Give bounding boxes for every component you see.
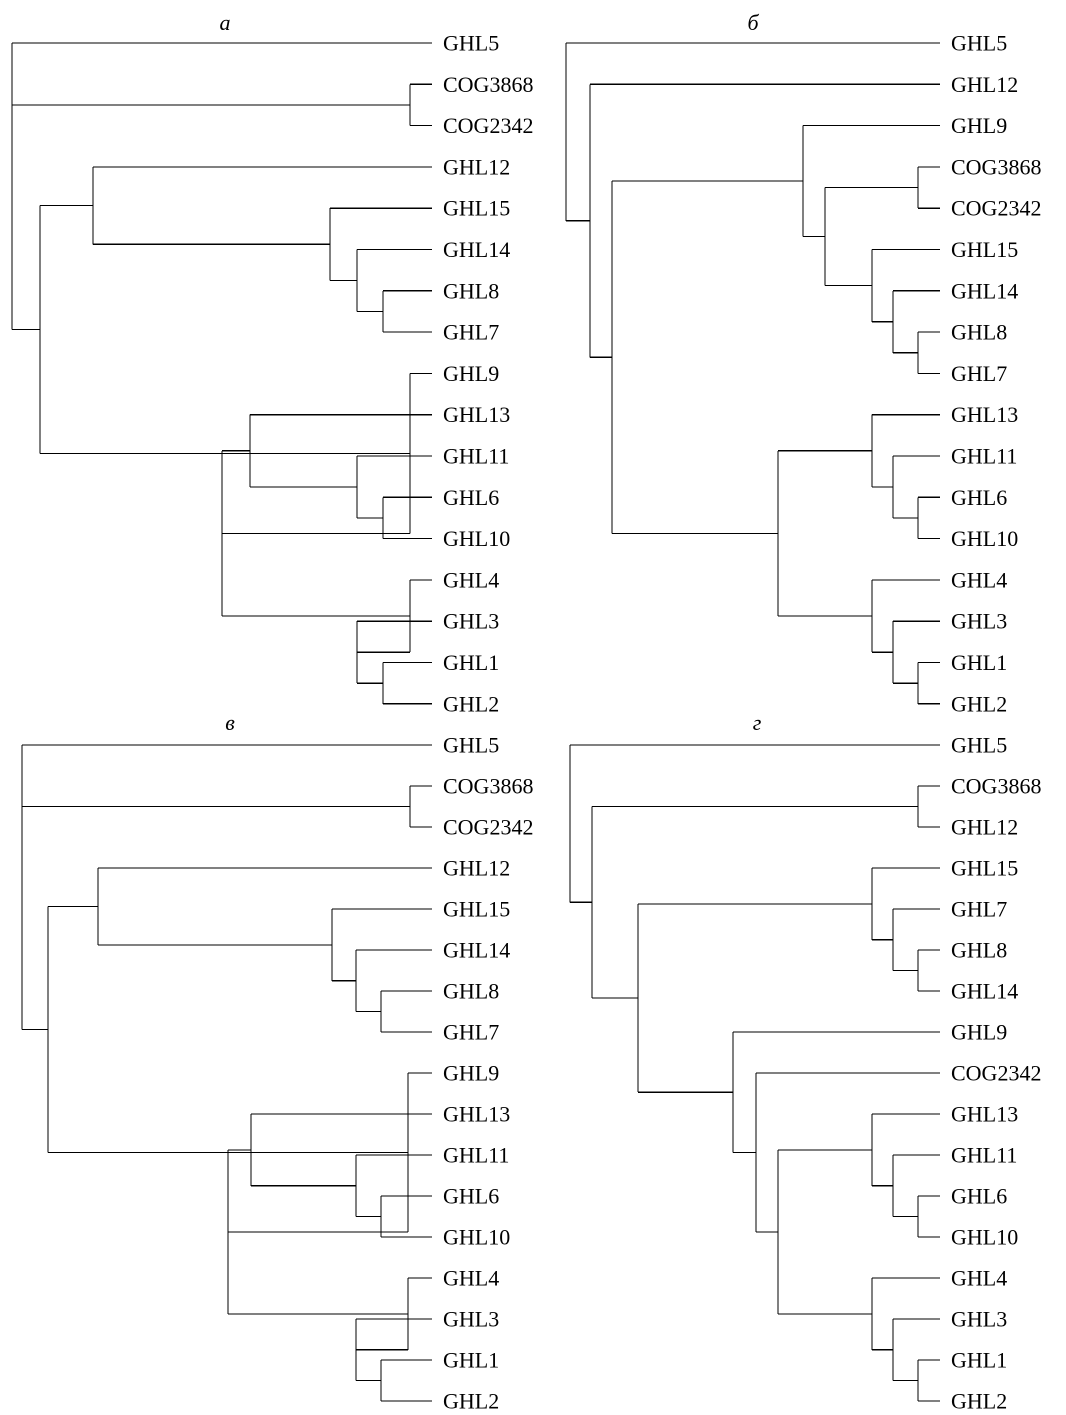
panel-label: а — [220, 10, 231, 35]
leaf-label: GHL15 — [951, 856, 1018, 881]
leaf-label: GHL5 — [443, 733, 499, 758]
leaf-label: GHL11 — [951, 444, 1017, 469]
leaf-label: COG2342 — [443, 815, 533, 840]
leaf-label: GHL2 — [951, 691, 1007, 716]
leaf-label: GHL7 — [951, 897, 1007, 922]
leaf-label: GHL9 — [951, 113, 1007, 138]
leaf-label: GHL14 — [951, 979, 1018, 1004]
leaf-label: COG3868 — [951, 154, 1041, 179]
leaf-label: COG2342 — [443, 113, 533, 138]
leaf-label: GHL14 — [951, 278, 1018, 303]
leaf-label: GHL8 — [443, 979, 499, 1004]
panel-label: г — [753, 710, 762, 735]
leaf-label: GHL13 — [951, 402, 1018, 427]
leaf-label: GHL8 — [443, 278, 499, 303]
leaf-label: GHL6 — [951, 485, 1007, 510]
leaf-label: GHL15 — [443, 897, 510, 922]
leaf-label: COG3868 — [951, 774, 1041, 799]
leaf-label: GHL1 — [443, 650, 499, 675]
leaf-label: GHL3 — [443, 609, 499, 634]
leaf-label: GHL3 — [951, 1307, 1007, 1332]
leaf-label: COG3868 — [443, 72, 533, 97]
leaf-label: GHL10 — [443, 1225, 510, 1250]
leaf-label: GHL7 — [443, 320, 499, 345]
leaf-label: GHL13 — [443, 402, 510, 427]
leaf-label: COG2342 — [951, 196, 1041, 221]
dendrogram-panel: в GHL5 COG3868 COG2342 GHL12 GHL15 GHL14 GHL8 GH… — [21, 710, 533, 1414]
leaf-label: GHL2 — [443, 691, 499, 716]
leaf-label: GHL12 — [951, 72, 1018, 97]
leaf-label: GHL3 — [443, 1307, 499, 1332]
leaf-label: GHL15 — [443, 196, 510, 221]
leaf-label: GHL4 — [443, 567, 499, 592]
leaf-label: GHL7 — [443, 1020, 499, 1045]
leaf-label: GHL5 — [443, 31, 499, 56]
dendrogram-panel: а GHL5 COG3868 COG2342 GHL12 GHL15 GHL14 GHL8 GH… — [11, 10, 533, 716]
leaf-label: GHL14 — [443, 237, 510, 262]
leaf-label: GHL6 — [951, 1184, 1007, 1209]
leaf-label: GHL6 — [443, 1184, 499, 1209]
leaf-label: GHL12 — [951, 815, 1018, 840]
leaf-label: GHL14 — [443, 938, 510, 963]
leaf-label: GHL8 — [951, 320, 1007, 345]
leaf-label: GHL1 — [443, 1348, 499, 1373]
leaf-label: GHL10 — [951, 1225, 1018, 1250]
leaf-label: GHL1 — [951, 1348, 1007, 1373]
leaf-label: GHL4 — [951, 1266, 1007, 1291]
leaf-label: GHL6 — [443, 485, 499, 510]
leaf-label: COG2342 — [951, 1061, 1041, 1086]
leaf-label: GHL11 — [443, 444, 509, 469]
leaf-label: GHL9 — [951, 1020, 1007, 1045]
leaf-label: GHL9 — [443, 361, 499, 386]
leaf-label: GHL5 — [951, 733, 1007, 758]
leaf-label: GHL2 — [951, 1389, 1007, 1411]
dendrogram-panel: б GHL5 GHL12 GHL9 COG3868 COG2342 GHL15 GHL14 GH… — [565, 10, 1041, 716]
leaf-label: GHL15 — [951, 237, 1018, 262]
leaf-label: GHL9 — [443, 1061, 499, 1086]
leaf-label: GHL10 — [951, 526, 1018, 551]
leaf-label: GHL10 — [443, 526, 510, 551]
leaf-label: GHL7 — [951, 361, 1007, 386]
leaf-label: GHL12 — [443, 856, 510, 881]
leaf-label: GHL13 — [951, 1102, 1018, 1127]
leaf-label: GHL11 — [951, 1143, 1017, 1168]
leaf-label: GHL11 — [443, 1143, 509, 1168]
leaf-label: GHL1 — [951, 650, 1007, 675]
leaf-label: GHL4 — [951, 567, 1007, 592]
leaf-label: GHL3 — [951, 609, 1007, 634]
leaf-label: GHL13 — [443, 1102, 510, 1127]
panel-label: в — [225, 710, 235, 735]
leaf-label: GHL12 — [443, 154, 510, 179]
panel-label: б — [747, 10, 759, 35]
leaf-label: COG3868 — [443, 774, 533, 799]
leaf-label: GHL8 — [951, 938, 1007, 963]
leaf-label: GHL4 — [443, 1266, 499, 1291]
leaf-label: GHL2 — [443, 1389, 499, 1411]
dendrogram-panel: г GHL5 COG3868 GHL12 GHL15 GHL7 GHL8 GHL14 GHL9 C… — [569, 710, 1041, 1414]
leaf-label: GHL5 — [951, 31, 1007, 56]
